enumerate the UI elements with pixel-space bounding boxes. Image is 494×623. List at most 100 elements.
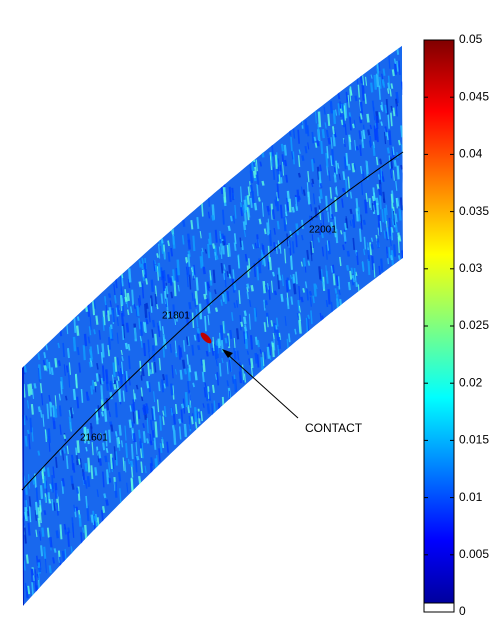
texture [188, 415, 191, 430]
texture [192, 235, 196, 252]
texture [300, 186, 304, 195]
texture [65, 455, 69, 469]
texture [220, 185, 224, 195]
texture [322, 212, 325, 227]
texture [124, 425, 127, 441]
texture [114, 295, 117, 304]
texture [172, 304, 176, 320]
texture [273, 242, 276, 252]
texture [388, 54, 391, 69]
track-label: 21801 [162, 311, 190, 322]
texture [110, 424, 114, 432]
texture [170, 407, 173, 416]
texture [108, 462, 111, 473]
texture [318, 266, 322, 280]
texture [389, 255, 394, 261]
texture [117, 375, 120, 382]
texture [135, 384, 139, 390]
texture [242, 204, 246, 214]
texture [205, 350, 209, 357]
texture [366, 161, 369, 174]
texture [367, 249, 371, 261]
texture [355, 282, 359, 287]
texture [193, 298, 197, 308]
texture [261, 202, 264, 217]
texture [124, 296, 128, 302]
texture [86, 428, 90, 445]
texture [33, 383, 37, 389]
texture [333, 174, 337, 183]
texture [143, 263, 147, 279]
texture [87, 457, 91, 473]
texture [154, 458, 158, 472]
texture [83, 427, 87, 444]
texture [39, 505, 42, 513]
texture [162, 410, 165, 416]
texture [93, 300, 96, 309]
texture [129, 460, 134, 467]
texture [80, 389, 84, 403]
texture [170, 383, 174, 396]
texture [288, 280, 291, 290]
texture [64, 395, 68, 401]
texture [76, 396, 80, 409]
texture [197, 411, 201, 419]
texture [308, 291, 313, 296]
texture [221, 396, 225, 413]
colorbar-tick-label: 0.02 [459, 375, 483, 389]
texture [383, 132, 387, 145]
texture [70, 475, 74, 485]
texture [311, 182, 314, 188]
texture [163, 270, 167, 282]
texture [381, 176, 385, 183]
texture [393, 244, 397, 257]
texture [239, 237, 242, 248]
texture [321, 269, 324, 284]
texture [130, 478, 134, 494]
texture [226, 361, 229, 375]
texture [266, 205, 270, 212]
texture [103, 408, 108, 422]
colorbar-tick-label: 0.05 [459, 32, 483, 46]
texture [253, 202, 258, 211]
texture [286, 190, 291, 202]
texture [321, 315, 325, 321]
texture [243, 316, 247, 325]
texture [70, 407, 74, 419]
texture [139, 321, 143, 336]
texture [341, 102, 344, 111]
texture [345, 91, 349, 103]
texture [207, 314, 210, 326]
texture [30, 403, 34, 415]
texture [68, 409, 72, 417]
texture [196, 317, 199, 328]
texture [291, 151, 294, 160]
texture [163, 383, 166, 389]
texture [385, 98, 389, 115]
texture [279, 275, 282, 281]
texture [177, 284, 180, 292]
texture [349, 191, 353, 199]
texture [201, 201, 204, 217]
texture [391, 69, 395, 77]
texture [311, 178, 315, 185]
texture [237, 255, 240, 269]
texture [400, 81, 403, 90]
texture [107, 344, 110, 357]
texture [316, 166, 321, 180]
texture [172, 269, 176, 284]
texture [146, 380, 150, 389]
texture [244, 253, 248, 262]
texture [129, 405, 132, 412]
texture [250, 358, 254, 369]
texture [104, 455, 108, 463]
texture [53, 406, 58, 418]
texture [173, 280, 177, 297]
texture [314, 142, 318, 148]
texture [300, 261, 304, 267]
texture [369, 242, 372, 256]
texture [240, 321, 244, 327]
texture [200, 411, 203, 422]
texture [164, 298, 168, 308]
texture [142, 407, 145, 413]
